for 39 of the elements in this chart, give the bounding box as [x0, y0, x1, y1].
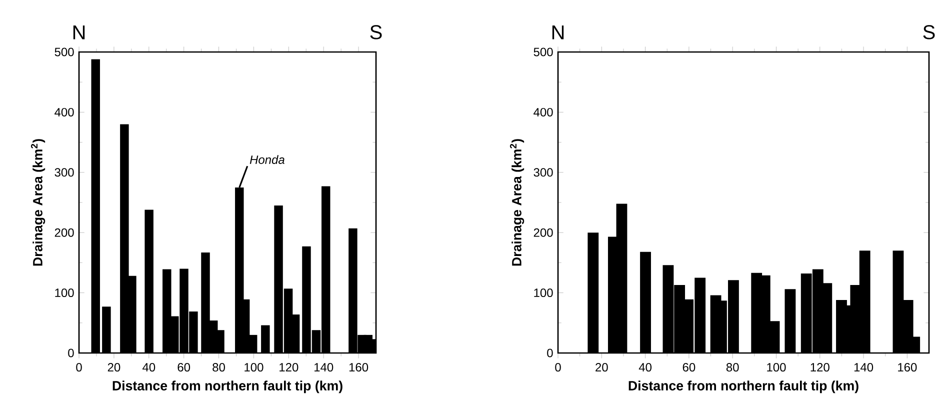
x-tick-label: 40	[638, 363, 652, 372]
y-tick-label: 500	[534, 48, 553, 56]
x-tick-label: 100	[767, 363, 786, 372]
x-tick-label: 40	[142, 363, 156, 372]
y-tick-label: 500	[54, 48, 74, 56]
y-tick-label: 200	[534, 228, 553, 237]
text: N	[552, 26, 564, 40]
x-axis-title: Distance from northern fault tip (km)	[112, 380, 342, 394]
y-tick-label: 100	[55, 288, 74, 298]
x-tick-label: 0	[76, 363, 82, 372]
x-tick-label: 120	[810, 363, 830, 372]
y-tick-label: 0	[547, 348, 553, 358]
text: S	[923, 25, 935, 40]
y-axis-title: Drainage Area (km$^{2}$)	[510, 139, 524, 266]
x-tick-label: 60	[682, 363, 696, 372]
y-tick-label: 100	[534, 288, 553, 298]
y-tick-label: 400	[534, 108, 553, 116]
annotation: Honda	[250, 155, 284, 164]
y-axis-title: Drainage Area (km$^{2}$)	[30, 139, 46, 266]
x-axis-title: Distance from northern fault tip (km)	[628, 380, 858, 394]
y-tick-label: 300	[54, 168, 74, 177]
x-tick-label: 60	[178, 363, 190, 372]
y-tick-label: 300	[534, 168, 553, 177]
x-tick-label: 160	[898, 363, 917, 372]
y-tick-label: 400	[54, 108, 74, 116]
text: S	[370, 25, 382, 40]
x-tick-label: 140	[314, 363, 334, 372]
x-tick-label: 0	[555, 363, 561, 372]
x-tick-label: 120	[280, 363, 298, 372]
x-tick-label: 140	[854, 363, 874, 372]
y-tick-label: 200	[54, 228, 74, 237]
x-tick-label: 80	[726, 363, 739, 372]
text: N	[73, 26, 85, 40]
x-tick-label: 160	[349, 363, 368, 372]
x-tick-label: 100	[244, 363, 264, 372]
x-tick-label: 80	[212, 363, 225, 372]
x-tick-label: 20	[596, 363, 608, 372]
y-tick-label: 0	[68, 348, 74, 358]
x-tick-label: 20	[108, 363, 120, 372]
